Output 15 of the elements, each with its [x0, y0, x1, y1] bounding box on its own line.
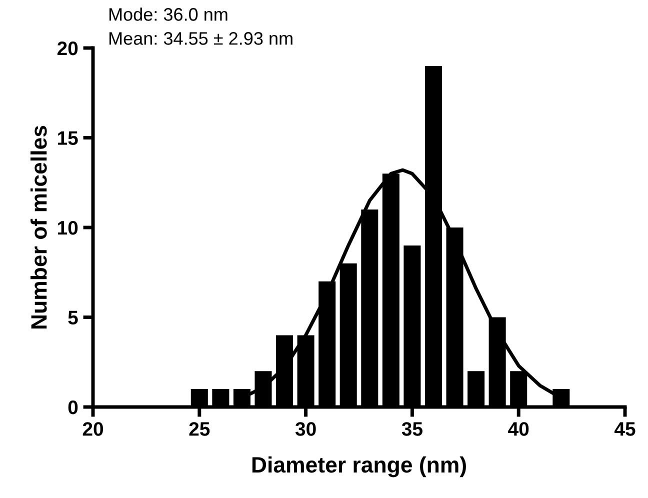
text: Mean: 34.55 ± 2.93 nm: [109, 32, 292, 45]
x-tick-label: 25: [189, 422, 210, 436]
y-tick-label: 10: [58, 220, 78, 235]
y-tick-label: 0: [68, 400, 78, 414]
y-tick-label: 5: [68, 310, 78, 324]
text: Mode: 36.0 nm: [109, 8, 228, 21]
x-tick-label: 35: [402, 422, 422, 436]
y-axis-title: Number of micelles: [30, 126, 47, 329]
x-axis-title: Diameter range (nm): [252, 456, 466, 478]
x-tick-label: 20: [82, 422, 104, 436]
x-tick-label: 30: [295, 422, 316, 436]
y-tick-label: 20: [57, 41, 78, 56]
y-tick-label: 15: [58, 131, 78, 145]
x-tick-label: 45: [614, 422, 636, 436]
x-tick-label: 40: [508, 422, 529, 436]
